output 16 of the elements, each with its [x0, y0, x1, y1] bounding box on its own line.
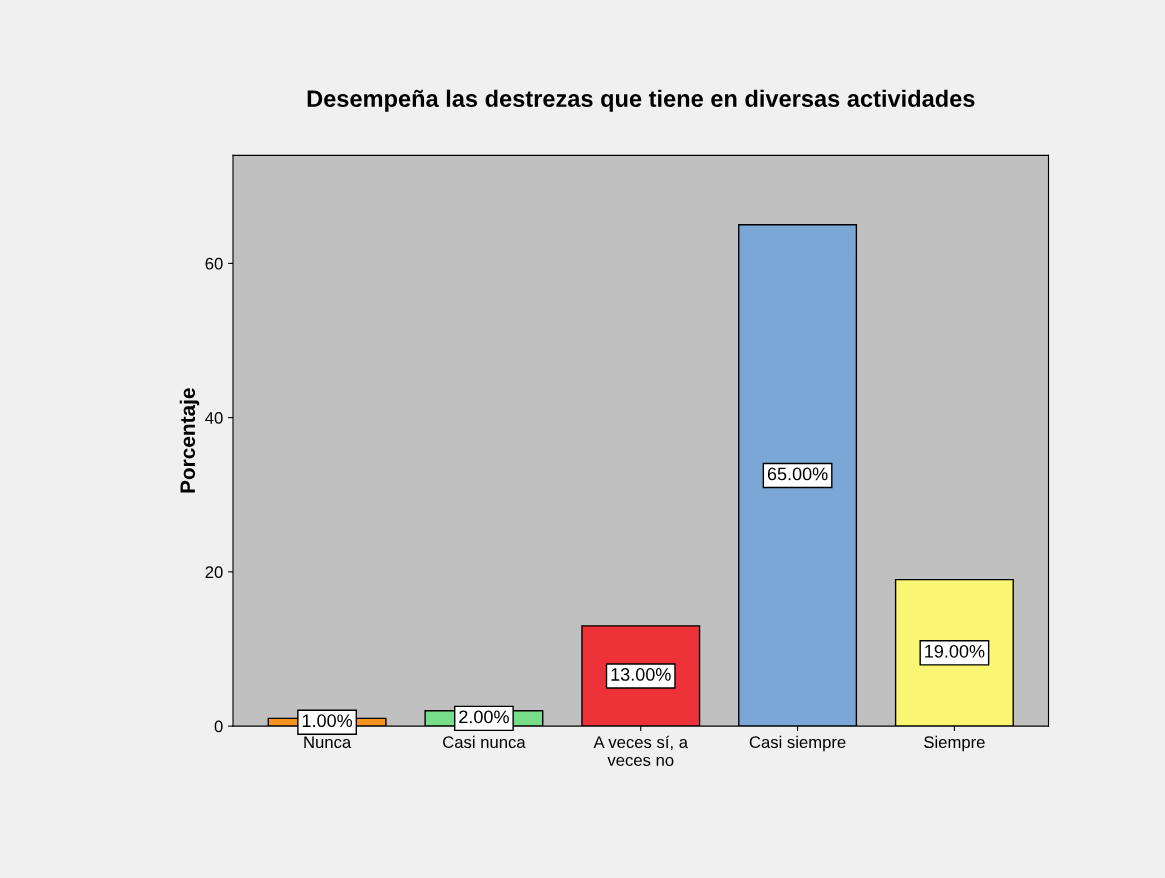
y-axis-title: Porcentaje	[179, 388, 200, 493]
data-label: 1.00%	[302, 714, 353, 728]
y-tick-label: 20	[205, 566, 223, 579]
chart-title: Desempeña las destrezas que tiene en diversas actividades	[307, 89, 975, 112]
y-tick-label: 40	[205, 412, 223, 424]
data-label: 13.00%	[611, 668, 671, 681]
y-tick-label: 0	[214, 720, 223, 733]
y-tick-label: 60	[205, 257, 223, 270]
x-tick-label: A veces sí, a veces no	[593, 735, 688, 767]
data-label: 19.00%	[925, 644, 985, 658]
x-tick-label: Casi nunca	[443, 735, 526, 749]
data-label: 2.00%	[459, 710, 509, 724]
x-tick-label: Casi siempre	[749, 735, 846, 752]
x-tick-label: Nunca	[304, 736, 352, 749]
x-tick-label: Siempre	[924, 735, 985, 752]
data-label: 65.00%	[767, 467, 828, 481]
